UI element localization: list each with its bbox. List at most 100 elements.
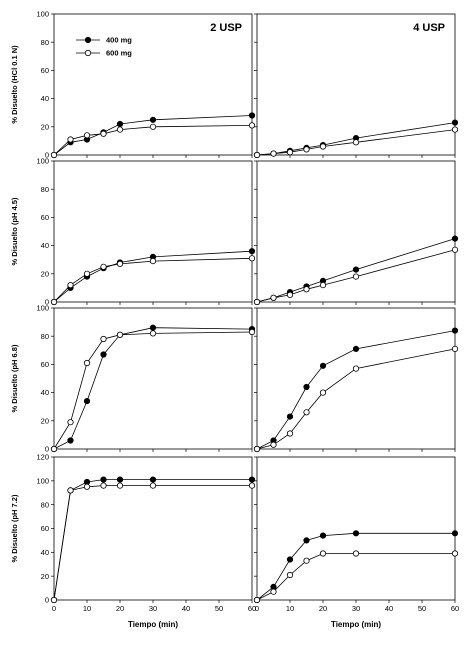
panel-3-1: 0 20 40 60 80 100 % Disuelto (pH 6.8) [10, 304, 256, 454]
panel-3-2 [253, 307, 459, 453]
y-tick-label: 60 [41, 66, 49, 75]
x-tick-label: 60 [248, 604, 256, 613]
y-tick-label: 20 [41, 572, 49, 581]
series-400mg [253, 327, 459, 453]
y-tick-label: 0 [45, 151, 49, 160]
x-tick-label: 0 [255, 604, 259, 613]
data-point [286, 556, 294, 563]
data-point [352, 365, 360, 372]
series-line [256, 553, 455, 601]
data-point [67, 437, 74, 444]
x-tick-label: 20 [319, 604, 327, 613]
data-point [303, 146, 310, 153]
legend-label: 600 mg [106, 49, 132, 58]
data-point [149, 257, 157, 265]
data-point [303, 537, 310, 544]
data-point [451, 119, 459, 126]
x-tick-label: 50 [418, 604, 426, 613]
y-tick-label: 120 [36, 453, 49, 462]
series-600mg [253, 126, 459, 159]
data-point [286, 430, 294, 437]
data-point [116, 476, 124, 483]
data-point [67, 136, 74, 143]
y-tick-label: 100 [36, 10, 49, 19]
data-point [270, 294, 277, 301]
data-point [83, 132, 91, 139]
x-tick-label: 40 [385, 604, 393, 613]
plot-frame [256, 13, 456, 156]
data-point [116, 331, 124, 338]
y-tick-label: 60 [41, 213, 49, 222]
data-point [253, 298, 261, 306]
series-600mg [50, 255, 256, 306]
y-tick-label: 0 [45, 298, 49, 307]
y-tick-label: 40 [41, 241, 49, 250]
legend-marker [84, 49, 92, 57]
data-point [270, 441, 277, 448]
x-tick-label: 50 [215, 604, 223, 613]
data-point [451, 235, 459, 242]
data-point [319, 362, 327, 369]
y-tick-label: 0 [45, 445, 49, 454]
data-point [319, 143, 327, 150]
data-point [67, 419, 74, 426]
data-point [50, 596, 58, 604]
series-600mg [253, 550, 459, 604]
panel-2-2 [253, 160, 459, 306]
y-tick-label: 40 [41, 388, 49, 397]
data-point [451, 327, 459, 334]
data-point [67, 487, 74, 494]
data-point [100, 130, 107, 137]
data-point [100, 263, 107, 270]
series-line [53, 479, 252, 601]
x-tick-label: 10 [286, 604, 294, 613]
series-line [256, 348, 456, 450]
panel-4-2: 0 10 20 30 40 50 60 Tiempo (min) [253, 456, 459, 629]
data-point [451, 530, 459, 537]
data-point [116, 260, 124, 267]
data-point [100, 335, 107, 343]
panel-title: 4 USP [413, 22, 445, 34]
data-point [149, 123, 157, 130]
data-point [248, 328, 256, 336]
data-point [83, 359, 91, 367]
data-point [303, 409, 310, 416]
data-point [451, 550, 459, 557]
y-tick-label: 80 [41, 332, 49, 341]
data-point [100, 351, 107, 358]
series-600mg [50, 328, 256, 453]
data-point [50, 445, 58, 453]
panel-2-1: 0 20 40 60 80 100 % Disuelto (pH 4.5) [10, 157, 256, 307]
data-point [248, 112, 256, 119]
plot-frame [53, 13, 253, 156]
series-600mg [50, 482, 256, 604]
y-tick-label: 40 [41, 548, 49, 557]
plot-frame [256, 160, 456, 303]
data-point [116, 120, 124, 128]
series-400mg [50, 324, 256, 453]
legend-entry-400mg: 400 mg [76, 36, 132, 45]
panel-title: 2 USP [210, 22, 242, 34]
data-point [451, 345, 459, 352]
y-tick-label: 20 [41, 122, 49, 131]
data-point [149, 482, 157, 489]
data-point [352, 273, 360, 280]
x-axis-label: Tiempo (min) [331, 620, 381, 629]
y-tick-label: 100 [36, 157, 49, 166]
data-point [270, 150, 277, 157]
data-point [253, 151, 261, 159]
series-600mg [253, 345, 459, 453]
series-400mg [253, 119, 459, 159]
series-400mg [253, 235, 459, 306]
legend-marker [84, 36, 92, 44]
x-tick-label: 30 [149, 604, 157, 613]
data-point [248, 122, 256, 129]
data-point [100, 476, 107, 483]
data-point [352, 345, 360, 352]
plot-frame [53, 160, 253, 303]
series-400mg [50, 476, 256, 604]
legend-label: 400 mg [106, 36, 132, 45]
series-line [53, 327, 253, 450]
data-point [149, 476, 157, 483]
